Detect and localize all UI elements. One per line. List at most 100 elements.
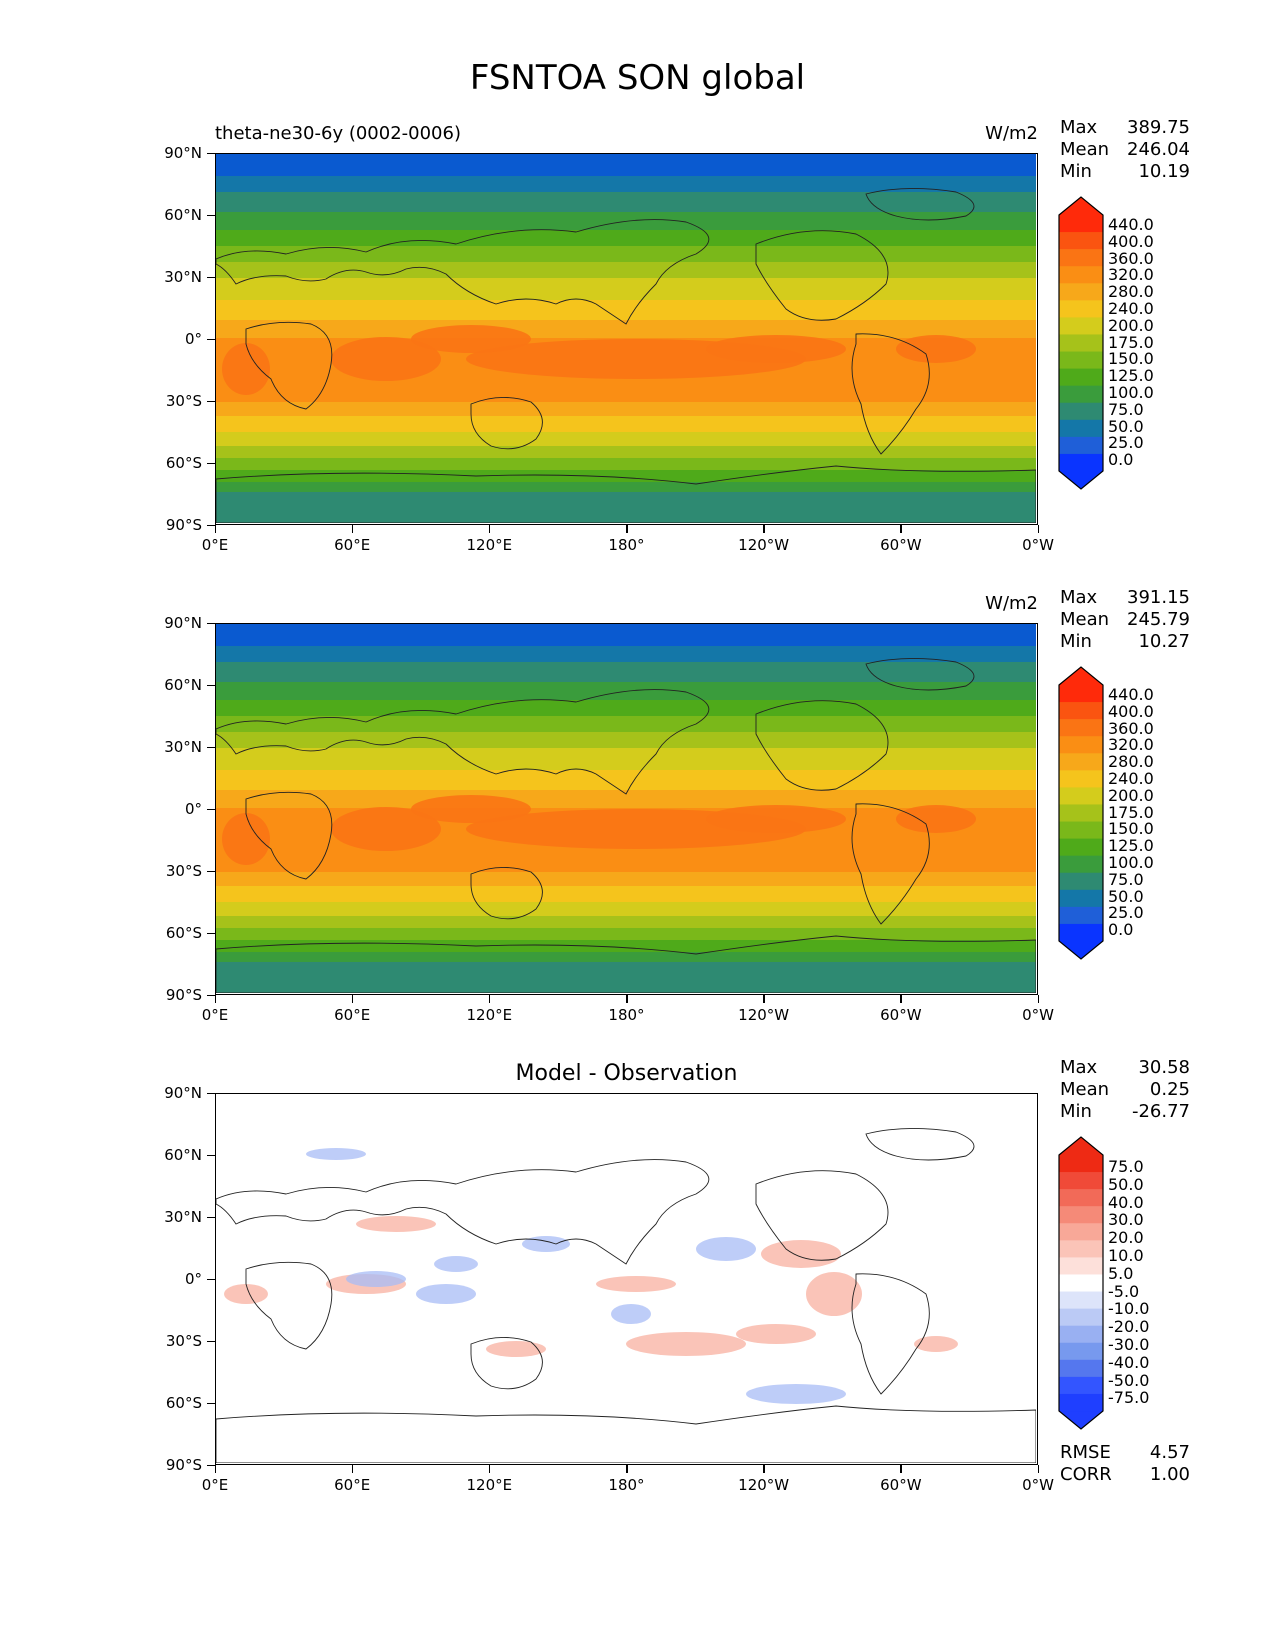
colorbar-label: 320.0 — [1108, 265, 1154, 285]
lon-tick-label: 180° — [608, 536, 645, 554]
colorbar-swatch — [1059, 419, 1103, 438]
stat-mean-value: 245.79 — [1127, 609, 1190, 630]
field-band — [216, 446, 1036, 459]
lat-tick-label: 30°N — [164, 738, 202, 756]
lat-tick-mark — [207, 994, 215, 996]
colorbar-label: -20.0 — [1108, 1317, 1150, 1337]
field-band — [216, 732, 1036, 749]
colorbar-swatch — [1059, 385, 1103, 404]
stat-max-label: Max — [1060, 117, 1098, 138]
map-plot[interactable] — [215, 153, 1038, 525]
lat-tick-mark — [207, 1092, 215, 1094]
lon-tick-mark — [900, 525, 902, 533]
stat-mean-label: Mean — [1060, 609, 1110, 630]
colorbar-swatch — [1059, 1206, 1103, 1224]
map-plot[interactable] — [215, 623, 1038, 995]
figure-title: FSNTOA SON global — [469, 58, 806, 98]
stat-min-value: 10.27 — [1138, 631, 1190, 652]
field-maximum — [411, 325, 531, 353]
colorbar-swatch — [1059, 702, 1103, 720]
coastline — [851, 803, 930, 925]
lon-tick-label: 60°E — [334, 1476, 371, 1494]
colorbar-swatch — [1059, 872, 1103, 891]
lat-tick-label: 60°N — [164, 1146, 202, 1164]
field-band — [216, 662, 1036, 683]
negative-anomaly — [611, 1304, 651, 1324]
colorbar-swatch — [1059, 889, 1103, 908]
lat-tick-label: 90°N — [164, 1084, 202, 1102]
colorbar-swatch — [1059, 923, 1103, 942]
lat-tick-label: 60°S — [165, 454, 202, 472]
colorbar-label: 100.0 — [1108, 382, 1154, 402]
colorbar-swatch — [1059, 804, 1103, 823]
lon-tick-label: 120°W — [738, 536, 790, 554]
map-plot[interactable] — [215, 1093, 1038, 1465]
positive-anomaly — [761, 1240, 841, 1268]
lat-tick-label: 0° — [184, 1270, 202, 1288]
colorbar-label: 440.0 — [1108, 685, 1154, 704]
positive-anomaly — [736, 1324, 816, 1344]
stat-min-label: Min — [1060, 631, 1092, 652]
difference-map — [216, 1094, 1036, 1463]
coastline — [865, 658, 975, 691]
field-band — [216, 470, 1036, 483]
colorbar-label: 25.0 — [1108, 433, 1144, 453]
lat-tick-mark — [207, 1216, 215, 1218]
lat-tick-mark — [207, 1464, 215, 1466]
field-band — [216, 278, 1036, 301]
colorbar-label: 175.0 — [1108, 802, 1154, 822]
field-band — [216, 176, 1036, 193]
stats-block: Max 30.58 Mean 0.25 Min -26.77 — [1060, 1057, 1190, 1123]
colorbar-label: 50.0 — [1108, 886, 1144, 906]
field-maximum — [331, 807, 441, 851]
colorbar-swatch — [1059, 906, 1103, 925]
lat-tick-mark — [207, 746, 215, 748]
coastline — [865, 188, 975, 221]
colorbar-swatch — [1059, 1342, 1103, 1361]
coastline — [755, 700, 889, 791]
lon-tick-label: 0°W — [1022, 1006, 1054, 1024]
field-band — [216, 928, 1036, 941]
colorbar-label: 125.0 — [1108, 366, 1154, 386]
field-band — [216, 402, 1036, 417]
lat-tick-mark — [207, 276, 215, 278]
stat-max-label: Max — [1060, 587, 1098, 608]
colorbar-swatch — [1059, 368, 1103, 387]
colorbar-label: 280.0 — [1108, 752, 1154, 772]
lon-tick-label: 60°W — [880, 1006, 922, 1024]
field-band — [216, 246, 1036, 263]
stat-min-label: Min — [1060, 161, 1092, 182]
coastline — [755, 230, 889, 321]
colorbar-outline — [1058, 1136, 1104, 1430]
field-band — [216, 416, 1036, 433]
field-band — [216, 624, 1036, 647]
field-band — [216, 432, 1036, 447]
lon-tick-label: 60°W — [880, 1476, 922, 1494]
coastline — [216, 1405, 1036, 1463]
colorbar-label: 0.0 — [1108, 450, 1134, 470]
lon-tick-label: 0°W — [1022, 1476, 1054, 1494]
colorbar-swatch — [1059, 232, 1103, 250]
colorbar-swatch — [1059, 719, 1103, 737]
colorbar-label: 75.0 — [1108, 399, 1144, 419]
lat-tick-label: 90°N — [164, 614, 202, 632]
field-band — [216, 154, 1036, 177]
lat-tick-label: 30°S — [165, 1332, 202, 1350]
colorbar-label: -5.0 — [1108, 1281, 1140, 1301]
units-label: W/m2 — [985, 593, 1038, 614]
colorbar-swatch — [1059, 283, 1103, 301]
field-band — [216, 770, 1036, 791]
colorbar-swatch — [1059, 300, 1103, 318]
field-maximum — [706, 335, 846, 363]
colorbar-swatch — [1059, 453, 1103, 472]
lon-tick-label: 180° — [608, 1476, 645, 1494]
coastline — [216, 219, 710, 325]
colorbar-swatch — [1059, 753, 1103, 771]
field-band — [216, 902, 1036, 917]
colorbar-label: 0.0 — [1108, 920, 1134, 940]
colorbar-swatch — [1059, 838, 1103, 857]
colorbar-extend-min — [1059, 941, 1103, 959]
lon-tick-mark — [1037, 995, 1039, 1003]
lat-tick-mark — [207, 1154, 215, 1156]
colorbar — [1058, 1136, 1104, 1430]
